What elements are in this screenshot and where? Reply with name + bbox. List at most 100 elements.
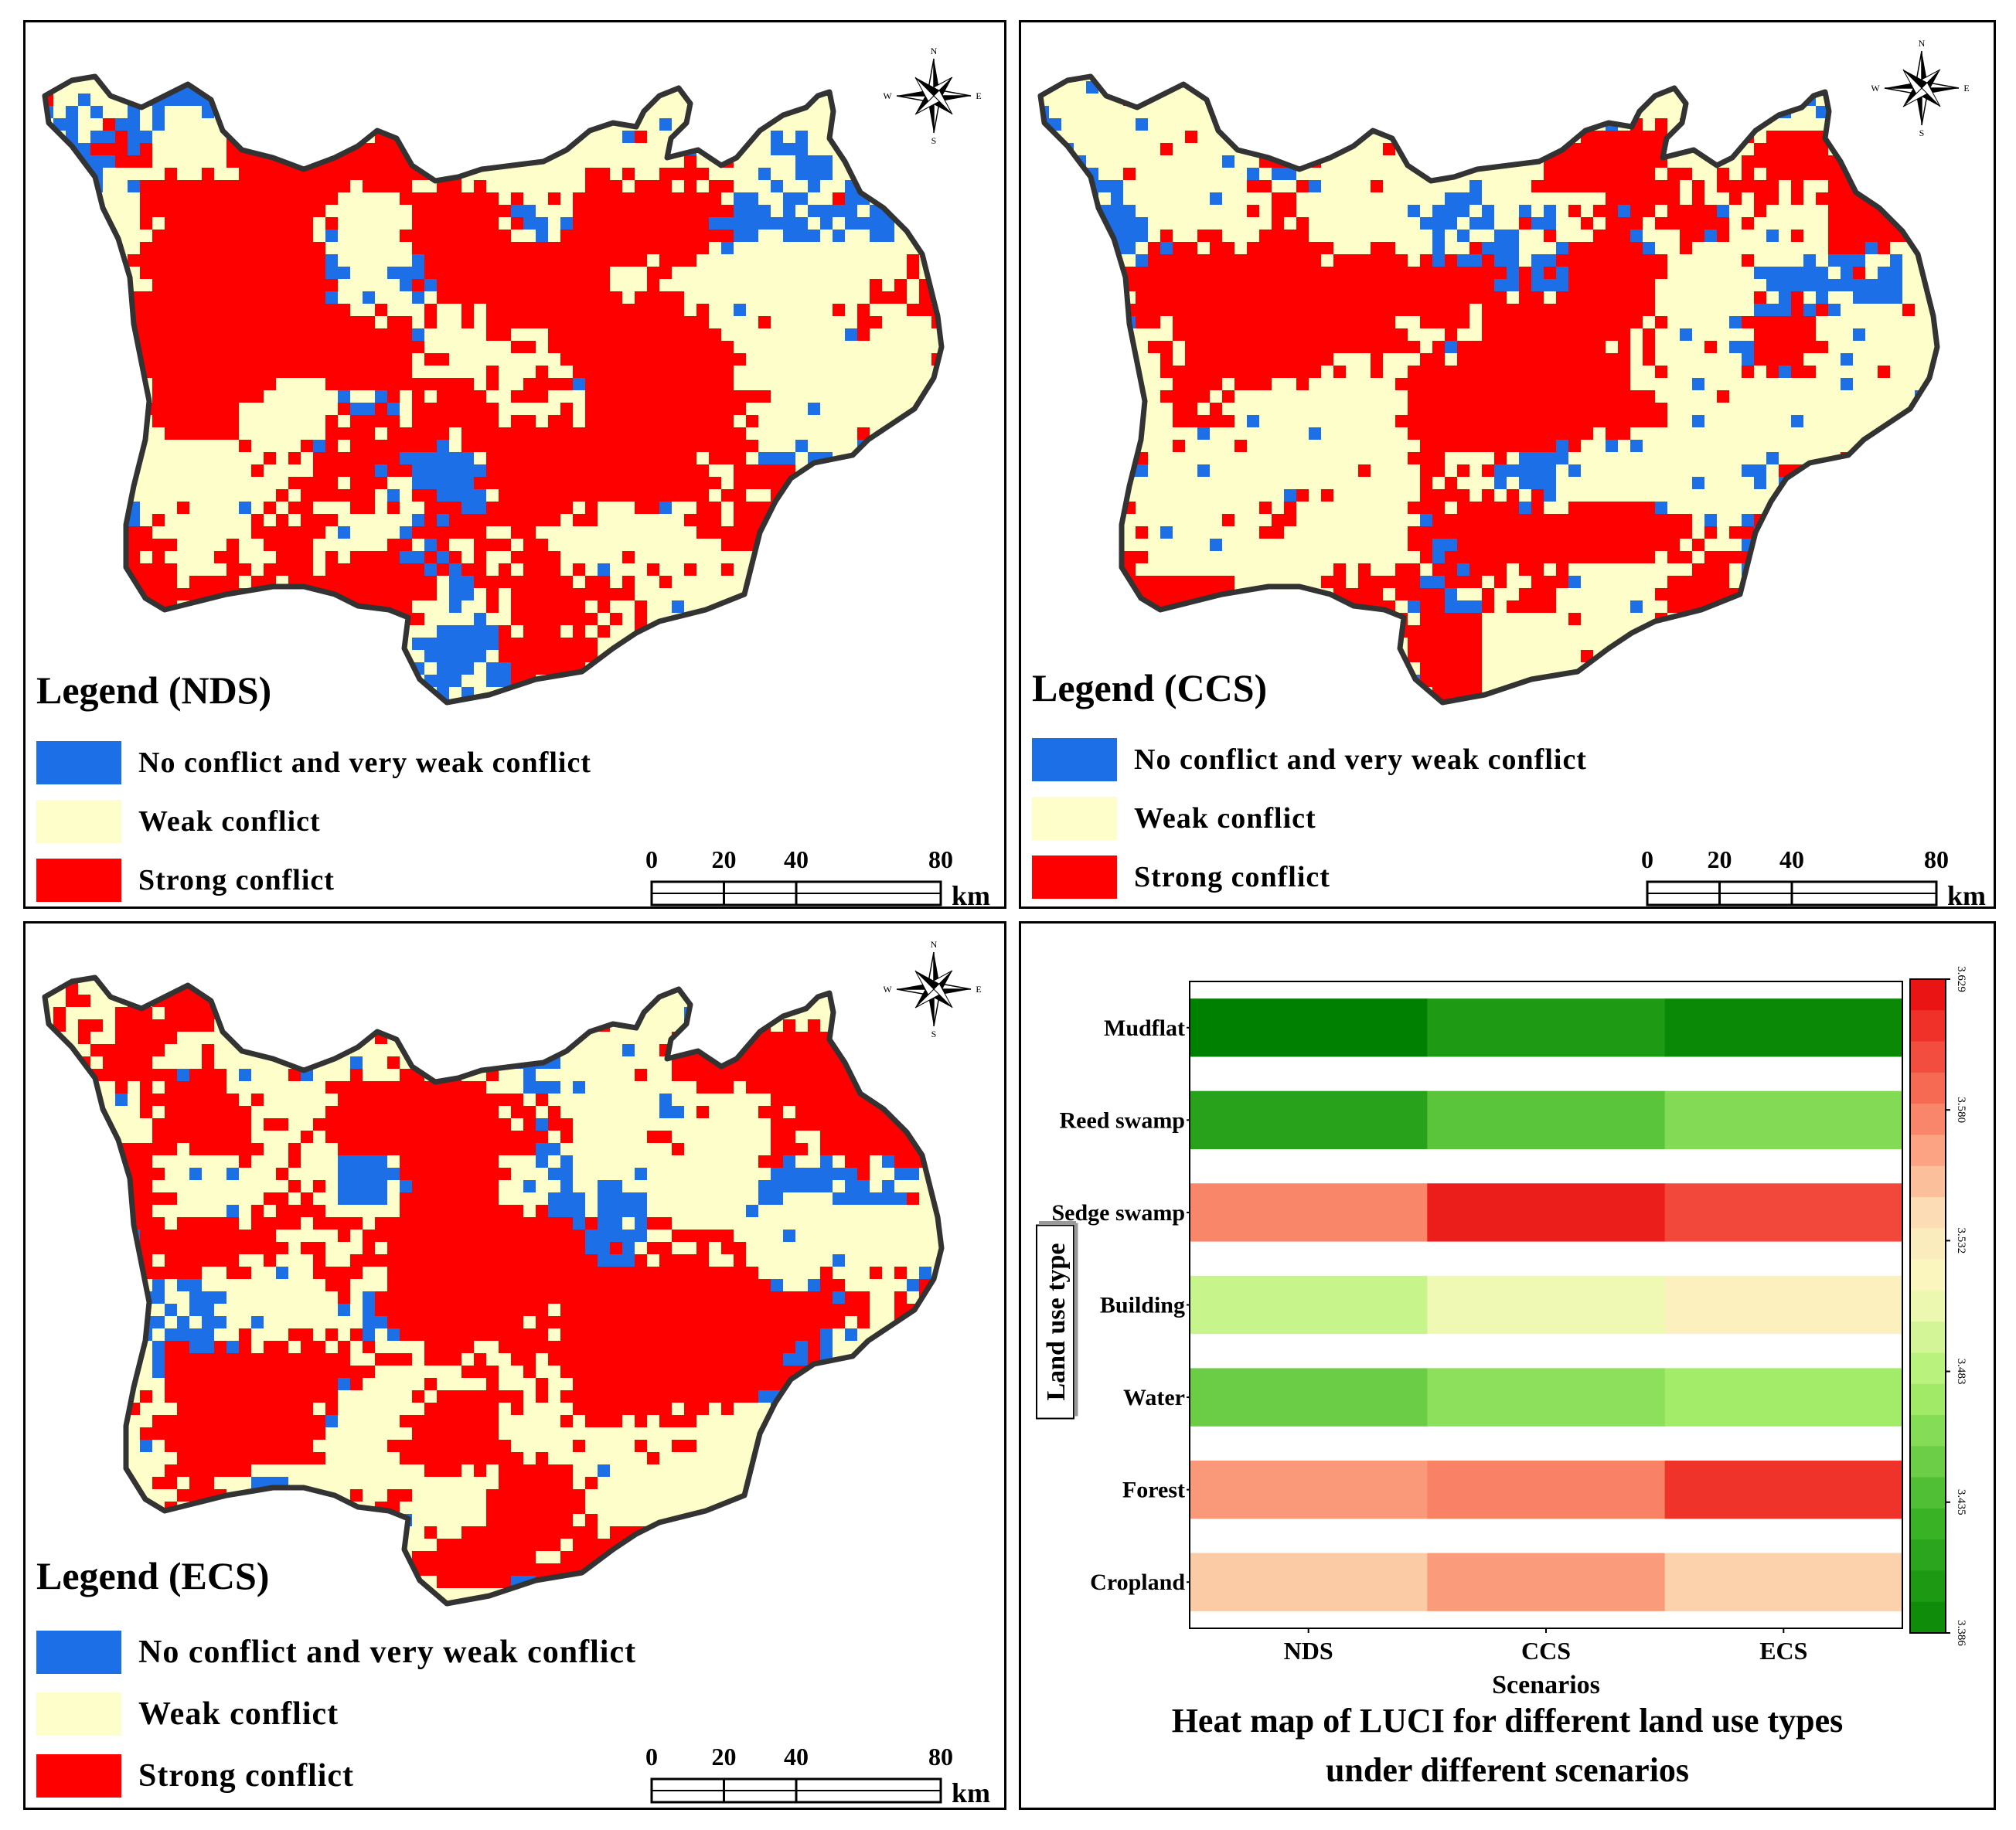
scale-tick-label: 0 (645, 845, 658, 873)
conflict-map-ecs (42, 975, 945, 1607)
scale-tick-label: 0 (1641, 845, 1653, 873)
legend-item-weak: Weak conflict (1032, 797, 1316, 840)
legend-swatch (1032, 738, 1117, 781)
conflict-map-nds (42, 73, 945, 706)
heatmap-cell (1427, 1275, 1666, 1335)
heatmap-cell (1190, 1090, 1428, 1150)
heatmap-cell (1664, 1460, 1903, 1519)
legend-swatch (1032, 855, 1117, 899)
legend-item-weak: Weak conflict (36, 1692, 339, 1736)
compass-n-label: N (931, 939, 938, 950)
legend-label: No conflict and very weak conflict (138, 747, 591, 779)
legend-swatch (36, 741, 121, 784)
scale-bar: 0 20 40 80 km (636, 826, 992, 923)
heatmap-cells (1190, 998, 1903, 1611)
heatmap-cell (1190, 1275, 1428, 1335)
heatmap-title-line-2: under different scenarios (1325, 1750, 1690, 1789)
heatmap-cell (1190, 998, 1428, 1057)
scale-bar-graphic: 0 20 40 80 km (645, 1743, 990, 1808)
colorbar-tick-label: 3.580 (1955, 1097, 1967, 1123)
colorbar-tick-label: 3.435 (1955, 1489, 1967, 1515)
legend-swatch (36, 1692, 121, 1736)
scale-bar-graphic: 0 20 40 80 km (1641, 845, 1986, 911)
legend-label: Weak conflict (138, 1696, 339, 1732)
scale-tick-label: 80 (928, 845, 953, 873)
heatmap-panel: Mudflat Reed swamp Sedge swamp Building Wate… (1019, 921, 1996, 1810)
compass-rose: N S E W (883, 46, 984, 150)
conflict-map-ccs (1037, 73, 1940, 706)
x-tick-label: CCS (1521, 1637, 1571, 1665)
scale-tick-label: 20 (712, 845, 737, 873)
map-panel-ccs: N S E W Legend (CCS) No conflict and very w… (1019, 20, 1996, 911)
y-tick-label: Water (1123, 1385, 1185, 1410)
legend-item-weak: Weak conflict (36, 800, 321, 843)
legend-title: Legend (NDS) (36, 668, 272, 712)
compass-n-label: N (931, 46, 938, 56)
compass-w-label: W (884, 984, 892, 995)
heatmap-title: Heat map of LUCI for different land use … (1021, 1696, 1994, 1795)
compass-e-label: E (1963, 83, 1969, 94)
scale-tick-label: 40 (1779, 845, 1804, 873)
legend-label: Strong conflict (138, 1758, 355, 1794)
heatmap-cell (1664, 1090, 1903, 1150)
x-tick-label: NDS (1284, 1637, 1333, 1665)
compass-icon: N S E W (883, 939, 981, 1039)
heatmap-cell (1664, 1553, 1903, 1611)
colorbar-tick-label: 3.532 (1955, 1228, 1967, 1254)
scale-tick-label: 20 (1708, 845, 1732, 873)
compass-e-label: E (976, 984, 981, 995)
compass-s-label: S (1919, 128, 1925, 138)
scale-unit: km (952, 880, 990, 911)
legend-title: Legend (ECS) (36, 1554, 270, 1597)
legend-item-no-conflict: No conflict and very weak conflict (36, 1631, 636, 1674)
compass-n-label: N (1919, 38, 1926, 49)
legend-label: Strong conflict (1134, 861, 1330, 893)
legend-label: Weak conflict (1134, 802, 1316, 835)
colorbar-tick-label: 3.629 (1955, 966, 1967, 992)
scale-tick-label: 80 (928, 1743, 953, 1770)
compass-rose: N S E W (883, 939, 984, 1043)
scale-tick-label: 40 (784, 1743, 809, 1770)
y-tick-label: Building (1100, 1293, 1185, 1318)
compass-w-label: W (884, 90, 892, 101)
legend-item-no-conflict: No conflict and very weak conflict (1032, 738, 1587, 781)
legend-label: No conflict and very weak conflict (1134, 743, 1587, 776)
heatmap-cell (1427, 998, 1666, 1057)
legend-item-strong: Strong conflict (1032, 855, 1330, 899)
legend-swatch (36, 1754, 121, 1798)
colorbar: 3.386 3.435 3.483 3.532 3.580 3.629 (1909, 966, 1967, 1646)
heatmap-cell (1427, 1460, 1666, 1519)
heatmap-title-line-1: Heat map of LUCI for different land use … (1171, 1702, 1844, 1740)
scale-tick-label: 80 (1924, 845, 1949, 873)
compass-e-label: E (976, 90, 981, 101)
compass-w-label: W (1871, 83, 1880, 94)
legend-swatch (36, 800, 121, 843)
heatmap-cell (1664, 1183, 1903, 1242)
heatmap-cell (1664, 998, 1903, 1057)
heatmap-cell (1427, 1368, 1666, 1427)
heatmap-cell (1190, 1553, 1428, 1611)
legend-item-strong: Strong conflict (36, 859, 335, 902)
heatmap-cell (1664, 1368, 1903, 1427)
legend-label: Strong conflict (138, 864, 335, 896)
legend-item-strong: Strong conflict (36, 1754, 354, 1798)
legend-swatch (36, 859, 121, 902)
y-tick-label: Forest (1122, 1478, 1185, 1503)
compass-icon: N S E W (883, 46, 981, 146)
compass-icon: N S E W (1871, 38, 1969, 138)
heatmap-cell (1427, 1553, 1666, 1611)
x-axis-label: Scenarios (1492, 1671, 1600, 1699)
y-axis-label-box: Land use type (1036, 1221, 1078, 1420)
y-tick-label: Reed swamp (1060, 1107, 1186, 1133)
y-axis-label: Land use type (1042, 1243, 1071, 1400)
heatmap-cell (1190, 1183, 1428, 1242)
scale-tick-label: 0 (645, 1743, 658, 1770)
heatmap-cell (1427, 1183, 1666, 1242)
heatmap-cell (1190, 1460, 1428, 1519)
compass-s-label: S (931, 1029, 937, 1039)
map-panel-ecs: N S E W Legend (ECS) No conflict and very w… (23, 921, 1006, 1810)
scale-bar: 0 20 40 80 km (1632, 826, 1987, 923)
legend-label: Weak conflict (138, 805, 321, 838)
colorbar-tick-label: 3.483 (1955, 1359, 1967, 1385)
